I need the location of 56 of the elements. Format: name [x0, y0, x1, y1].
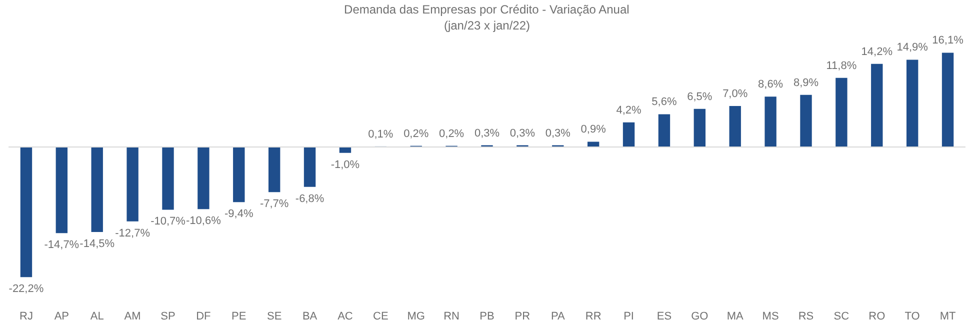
data-label: -22,2% — [8, 283, 44, 296]
x-tick-label: PR — [514, 310, 530, 322]
x-tick-label: CE — [373, 310, 388, 322]
x-tick-label: MG — [407, 310, 425, 322]
x-tick-label: SE — [266, 310, 282, 322]
data-label: 16,1% — [932, 34, 964, 47]
data-label: 0,9% — [580, 124, 606, 136]
x-tick-label: GO — [691, 310, 709, 322]
data-label: 0,2% — [439, 128, 464, 140]
data-label: -6,8% — [295, 192, 324, 205]
x-tick-label: AM — [124, 310, 141, 322]
data-label: 5,6% — [652, 96, 677, 108]
x-tick-label: MT — [940, 310, 956, 322]
x-tick-label: MS — [762, 310, 779, 322]
x-tick-label: SC — [834, 310, 850, 322]
data-label: -1,0% — [330, 158, 360, 171]
data-label: 8,6% — [758, 78, 784, 91]
data-label: 0,2% — [404, 128, 429, 140]
x-tick-label: AL — [90, 310, 104, 322]
data-label: -7,7% — [260, 198, 289, 210]
x-tick-label: PA — [550, 310, 566, 322]
x-tick-label: RO — [868, 310, 886, 322]
data-label: 11,8% — [826, 60, 857, 72]
data-label: 0,3% — [545, 127, 571, 140]
data-label: -10,6% — [186, 215, 222, 228]
data-label: 14,9% — [896, 42, 928, 54]
data-label: 0,3% — [474, 127, 500, 140]
x-tick-label: PI — [624, 310, 634, 322]
x-tick-label: ES — [656, 310, 672, 322]
x-tick-label: TO — [904, 310, 920, 322]
x-tick-label: RR — [585, 310, 602, 322]
x-tick-label: BA — [302, 310, 318, 322]
x-tick-label: AP — [54, 310, 70, 322]
x-tick-label: SP — [160, 310, 176, 322]
data-label: -9,4% — [224, 208, 254, 220]
x-tick-label: MA — [726, 310, 744, 322]
data-label: -10,7% — [150, 216, 186, 228]
x-tick-label: RN — [444, 310, 460, 322]
data-label: 14,2% — [861, 46, 893, 58]
data-label: 7,0% — [722, 88, 748, 100]
data-label: -14,7% — [44, 239, 80, 252]
data-label: -14,5% — [80, 238, 115, 250]
data-label: 8,9% — [793, 76, 819, 89]
data-label: 4,2% — [616, 104, 642, 116]
data-label: 0,1% — [368, 128, 394, 140]
data-label: 0,3% — [510, 127, 536, 140]
x-tick-label: PE — [232, 310, 246, 322]
chart-subtitle: (jan/23 x jan/22) — [444, 18, 530, 32]
data-label: -12,7% — [115, 227, 150, 240]
x-tick-label: AC — [338, 310, 353, 322]
x-tick-label: PB — [480, 310, 494, 322]
x-tick-label: DF — [196, 310, 212, 322]
chart-title: Demanda das Empresas por Crédito - Variação Anual — [344, 2, 630, 16]
data-label: 6,5% — [687, 90, 712, 103]
x-tick-label: RS — [798, 310, 814, 322]
x-tick-label: RJ — [20, 310, 33, 322]
